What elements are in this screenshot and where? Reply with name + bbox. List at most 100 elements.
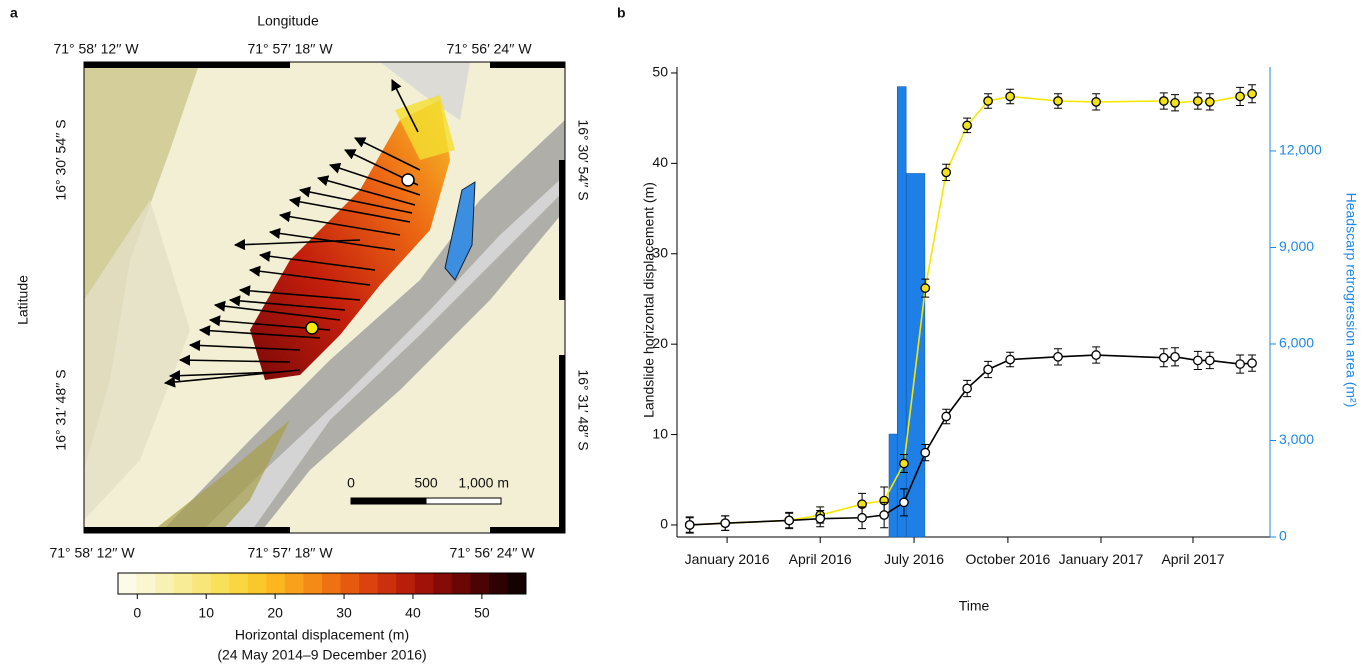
- point: [1235, 359, 1245, 369]
- point: [962, 120, 972, 131]
- series-line: [689, 92, 1253, 526]
- point: [941, 167, 952, 178]
- colorbar-step: [359, 573, 379, 594]
- colorbar-sublabel: (24 May 2014–9 December 2016): [217, 647, 426, 663]
- panel-label: a: [10, 5, 18, 21]
- map-right-tick: 16° 30′ 54′′ S: [575, 119, 591, 200]
- colorbar-step: [192, 573, 212, 594]
- point: [920, 283, 931, 293]
- colorbar-tick-label: 50: [474, 605, 490, 621]
- colorbar-tick-label: 40: [405, 605, 421, 621]
- point: [899, 458, 909, 469]
- bar: [888, 433, 898, 538]
- point: [1053, 351, 1063, 362]
- map-ylabel: Latitude: [15, 275, 31, 325]
- map-top-tick: 71° 57′ 18′′ W: [247, 41, 333, 57]
- colorbar-step: [340, 573, 360, 594]
- colorbar-step: [155, 573, 175, 594]
- point: [1235, 91, 1245, 102]
- x-tick-label: October 2016: [965, 551, 1051, 567]
- point: [784, 515, 795, 526]
- point: [1170, 351, 1180, 362]
- y-tick-label: 0: [660, 516, 668, 532]
- colorbar-step: [118, 573, 138, 594]
- y2-tick-label: 0: [1279, 528, 1287, 544]
- colorbar-step: [266, 573, 286, 594]
- point: [1204, 355, 1215, 366]
- map-image: [83, 61, 566, 534]
- point: [1158, 96, 1169, 106]
- point: [1247, 358, 1257, 369]
- point: [684, 520, 695, 530]
- map-top-tick: 71° 58′ 12′′ W: [53, 41, 139, 57]
- point: [1192, 355, 1203, 366]
- point: [720, 518, 731, 529]
- colorbar-step: [303, 573, 323, 594]
- y-tick-label: 50: [652, 64, 668, 80]
- y-tick-label: 30: [652, 244, 668, 260]
- colorbar-step: [377, 573, 397, 594]
- colorbar-tick-label: 10: [198, 605, 214, 621]
- colorbar-label: Horizontal displacement (m): [235, 627, 409, 643]
- map-top-tick: 71° 56′ 24′′ W: [446, 41, 532, 57]
- x-tick-label: January 2016: [684, 551, 770, 567]
- map-bottom-tick: 71° 57′ 18′′ W: [247, 545, 333, 561]
- map-left-tick: 16° 30′ 54′′ S: [53, 119, 69, 200]
- map-bottom-tick: 71° 58′ 12′′ W: [49, 545, 135, 561]
- scalebar-label: 1,000 m: [458, 475, 509, 491]
- x-axis-title: Time: [959, 598, 990, 614]
- colorbar-step: [433, 573, 453, 594]
- colorbar-step: [229, 573, 249, 594]
- colorbar-step: [470, 573, 490, 594]
- bar: [905, 173, 926, 538]
- point: [1005, 354, 1015, 365]
- point: [1091, 350, 1101, 360]
- colorbar-tick-label: 20: [267, 605, 283, 621]
- point: [857, 512, 867, 523]
- bar: [896, 86, 907, 538]
- point: [941, 411, 952, 422]
- colorbar-step: [247, 573, 267, 594]
- point: [815, 513, 826, 524]
- point: [1170, 97, 1180, 108]
- y2-tick-label: 6,000: [1279, 335, 1314, 351]
- x-tick-label: January 2017: [1058, 551, 1144, 567]
- scalebar-segment: [425, 497, 502, 505]
- colorbar-step: [451, 573, 471, 594]
- colorbar-tick-label: 0: [133, 605, 141, 621]
- colorbar-step: [488, 573, 508, 594]
- panel-label: b: [617, 5, 626, 21]
- x-tick-label: April 2016: [788, 551, 852, 567]
- map-left-tick: 16° 31′ 48′′ S: [53, 369, 69, 450]
- point: [1204, 97, 1215, 107]
- map-bottom-tick: 71° 56′ 24′′ W: [449, 545, 535, 561]
- colorbar-frame: [117, 572, 527, 595]
- y2-tick-label: 12,000: [1279, 142, 1322, 158]
- y-axis-title: Landslide horizontal displacement (m): [641, 182, 657, 418]
- map-right-tick: 16° 31′ 48′′ S: [575, 369, 591, 450]
- colorbar-step: [284, 573, 304, 594]
- point: [899, 497, 909, 508]
- y-tick-label: 40: [652, 154, 668, 170]
- scalebar-segment: [350, 497, 427, 505]
- map-xlabel: Longitude: [257, 13, 319, 29]
- y2-axis-title: Headscarp retrogression area (m²): [1343, 193, 1359, 408]
- scalebar-label: 500: [414, 475, 438, 491]
- colorbar-step: [396, 573, 416, 594]
- point: [879, 510, 889, 520]
- scalebar-label: 0: [347, 475, 355, 491]
- colorbar-step: [173, 573, 193, 594]
- point: [1158, 352, 1169, 363]
- colorbar-step: [322, 573, 342, 594]
- point: [1053, 96, 1063, 106]
- colorbar-step: [210, 573, 230, 594]
- x-tick-label: April 2017: [1161, 551, 1225, 567]
- point: [983, 364, 993, 375]
- colorbar-step: [507, 573, 527, 594]
- point: [1005, 91, 1015, 102]
- point: [1192, 96, 1203, 106]
- x-tick-label: July 2016: [884, 551, 945, 567]
- colorbar-tick-label: 30: [336, 605, 352, 621]
